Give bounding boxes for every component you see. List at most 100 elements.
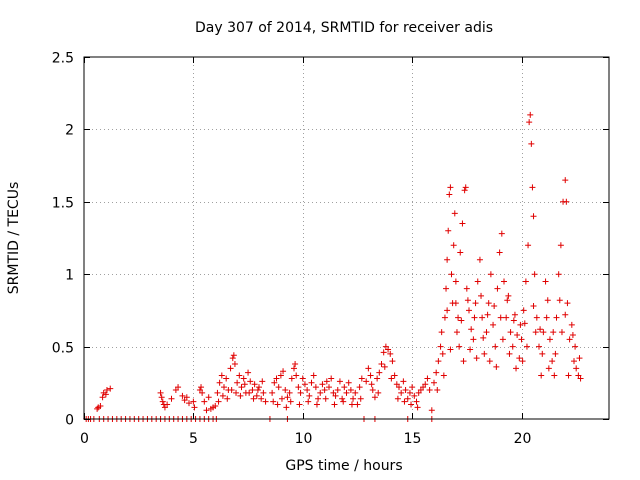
- x-tick-label: 15: [404, 431, 422, 447]
- data-point: [507, 329, 514, 336]
- data-point: [389, 358, 396, 365]
- data-point: [288, 375, 295, 382]
- data-point: [198, 384, 205, 391]
- data-point: [215, 398, 222, 405]
- data-point: [492, 343, 499, 350]
- data-point: [323, 378, 330, 385]
- data-point: [313, 401, 320, 408]
- y-tick-label: 0: [65, 413, 74, 429]
- data-point: [199, 389, 206, 396]
- data-point: [381, 363, 388, 370]
- data-point: [480, 334, 487, 341]
- data-point: [306, 392, 313, 399]
- data-point: [562, 311, 569, 318]
- data-point: [451, 210, 458, 217]
- data-point: [493, 363, 500, 370]
- data-point: [205, 394, 212, 401]
- data-point: [577, 375, 584, 382]
- data-point: [341, 384, 348, 391]
- data-point: [203, 407, 210, 414]
- data-point: [555, 271, 562, 278]
- data-point: [94, 405, 101, 412]
- data-point: [250, 395, 257, 402]
- data-point: [505, 292, 512, 299]
- data-point: [539, 350, 546, 357]
- data-point: [516, 355, 523, 362]
- data-point: [99, 394, 106, 401]
- data-point: [245, 369, 252, 376]
- data-point: [339, 395, 346, 402]
- data-point: [315, 395, 322, 402]
- data-point: [543, 314, 550, 321]
- data-point: [253, 392, 260, 399]
- data-point: [102, 391, 109, 398]
- data-point: [283, 404, 290, 411]
- data-point: [375, 389, 382, 396]
- data-point: [219, 392, 226, 399]
- data-point: [435, 358, 442, 365]
- data-point: [292, 360, 299, 367]
- data-point: [550, 329, 557, 336]
- data-point: [457, 249, 464, 256]
- data-point: [249, 387, 256, 394]
- data-point: [282, 387, 289, 394]
- y-tick-label: 1.5: [52, 196, 74, 212]
- data-point: [538, 372, 545, 379]
- data-point: [234, 379, 241, 386]
- y-tick-label: 1: [65, 268, 74, 284]
- data-point: [517, 321, 524, 328]
- data-point: [484, 311, 491, 318]
- data-point: [278, 395, 285, 402]
- data-point: [491, 303, 498, 310]
- data-point: [526, 119, 533, 126]
- data-point: [230, 352, 237, 359]
- data-point: [453, 329, 460, 336]
- data-point: [317, 389, 324, 396]
- data-point: [378, 360, 385, 367]
- y-tick-label: 2: [65, 123, 74, 139]
- data-point: [356, 384, 363, 391]
- data-point: [218, 372, 225, 379]
- data-point: [506, 350, 513, 357]
- data-point: [471, 314, 478, 321]
- data-point: [530, 213, 537, 220]
- data-point: [464, 297, 471, 304]
- data-point: [97, 402, 104, 409]
- data-point: [481, 350, 488, 357]
- data-point: [510, 317, 517, 324]
- data-point: [529, 184, 536, 191]
- data-point: [347, 387, 354, 394]
- data-point: [459, 220, 466, 227]
- data-point: [452, 278, 459, 285]
- data-point: [269, 389, 276, 396]
- data-point: [444, 256, 451, 263]
- data-point: [414, 404, 421, 411]
- data-point: [299, 375, 306, 382]
- data-point: [322, 395, 329, 402]
- data-point: [310, 372, 317, 379]
- data-point: [447, 346, 454, 353]
- data-point: [224, 395, 231, 402]
- data-point: [487, 271, 494, 278]
- data-point: [511, 311, 518, 318]
- data-point: [468, 326, 475, 333]
- data-point: [319, 381, 326, 388]
- data-point: [157, 389, 164, 396]
- data-point: [572, 343, 579, 350]
- data-point: [566, 336, 573, 343]
- data-point: [275, 384, 282, 391]
- data-point: [336, 378, 343, 385]
- data-point: [404, 395, 411, 402]
- data-point: [474, 278, 481, 285]
- data-point: [216, 379, 223, 386]
- data-point: [258, 395, 265, 402]
- data-point: [259, 378, 266, 385]
- data-point: [440, 372, 447, 379]
- data-point: [236, 372, 243, 379]
- data-point: [293, 372, 300, 379]
- data-point: [479, 314, 486, 321]
- data-point: [274, 401, 281, 408]
- data-point: [296, 401, 303, 408]
- data-point: [530, 303, 537, 310]
- data-point: [241, 381, 248, 388]
